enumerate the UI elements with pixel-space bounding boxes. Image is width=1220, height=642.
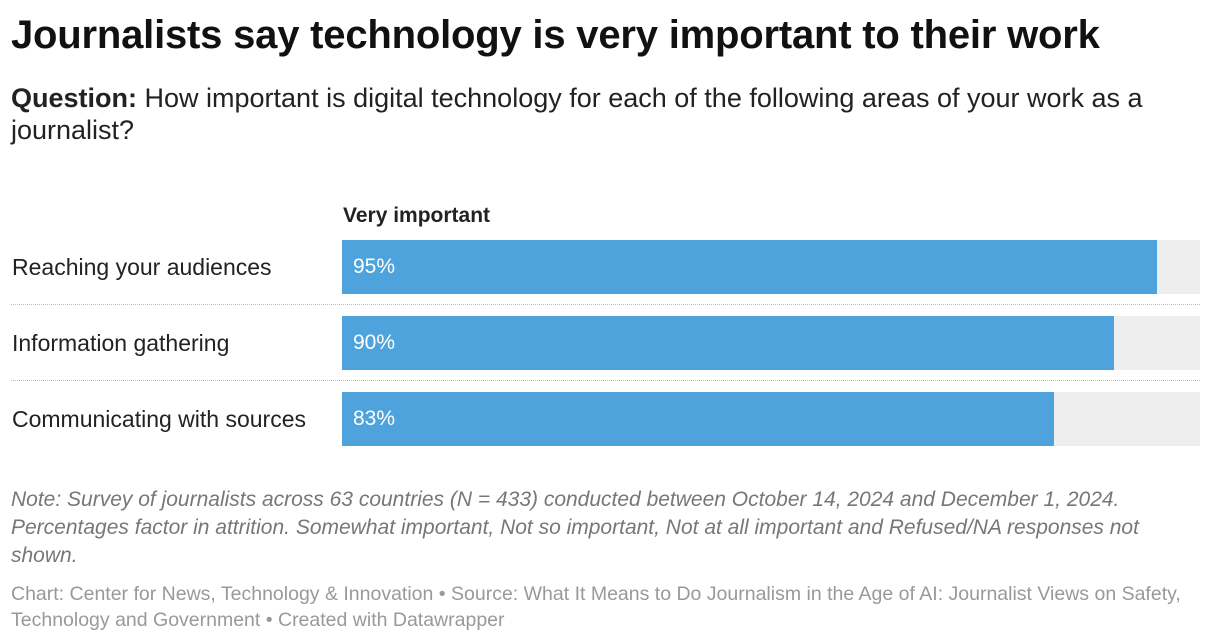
bar-row: Reaching your audiences 95% bbox=[0, 240, 1220, 294]
chart-credits: Chart: Center for News, Technology & Inn… bbox=[11, 583, 1181, 631]
bar-track: 83% bbox=[342, 392, 1200, 446]
bar: 83% bbox=[342, 392, 1055, 446]
value-label: 83% bbox=[353, 407, 396, 430]
category-label: Information gathering bbox=[12, 330, 230, 356]
bar-track: 95% bbox=[342, 240, 1200, 294]
bar: 95% bbox=[342, 240, 1158, 294]
value-label: 90% bbox=[353, 331, 396, 354]
category-label: Communicating with sources bbox=[12, 406, 307, 432]
chart-title: Journalists say technology is very impor… bbox=[11, 13, 1100, 57]
question-label: Question: bbox=[11, 83, 137, 113]
bar-row: Communicating with sources 83% bbox=[0, 392, 1220, 446]
row-separator bbox=[11, 304, 1200, 305]
bar: 90% bbox=[342, 316, 1115, 370]
category-label: Reaching your audiences bbox=[12, 254, 272, 280]
question-text: How important is digital technology for … bbox=[11, 83, 1143, 145]
chart-note: Note: Survey of journalists across 63 co… bbox=[11, 488, 1139, 567]
value-label: 95% bbox=[353, 255, 396, 278]
column-header: Very important bbox=[343, 204, 491, 227]
bar-track: 90% bbox=[342, 316, 1200, 370]
bar-row: Information gathering 90% bbox=[0, 316, 1220, 370]
row-separator bbox=[11, 380, 1200, 381]
chart-subtitle: Question: How important is digital techn… bbox=[11, 82, 1206, 146]
